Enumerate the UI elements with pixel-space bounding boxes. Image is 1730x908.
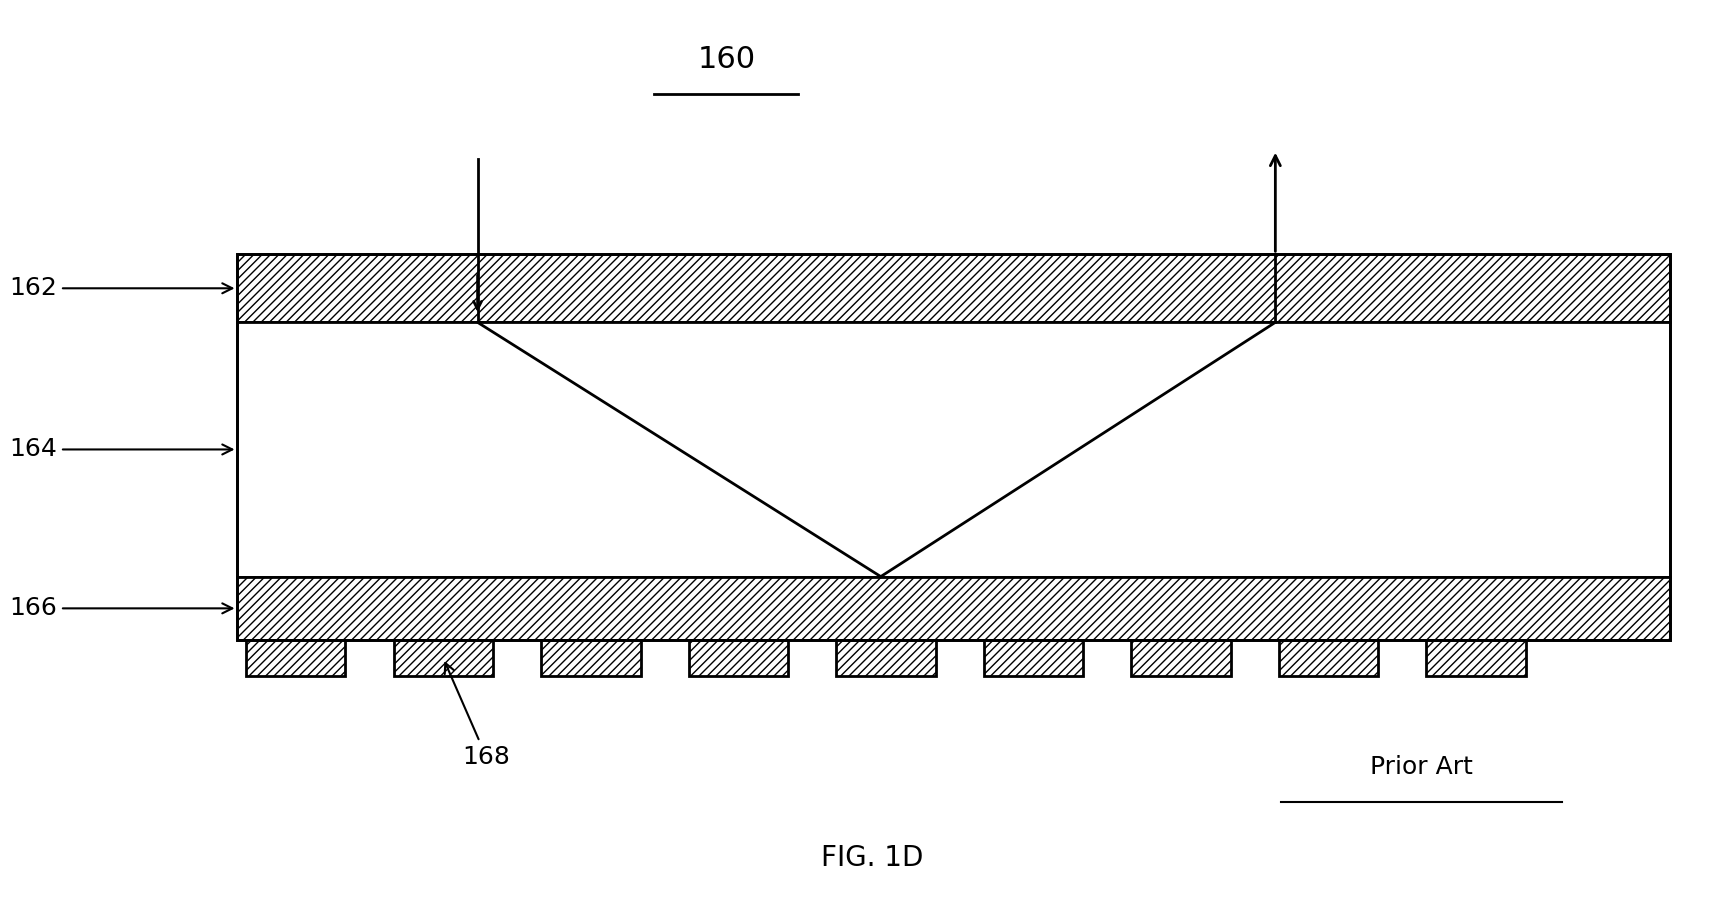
- Text: 166: 166: [9, 597, 232, 620]
- Bar: [1278, 640, 1379, 676]
- Bar: [237, 254, 1669, 640]
- Bar: [1278, 640, 1379, 676]
- Bar: [836, 640, 936, 676]
- Bar: [237, 322, 1669, 577]
- Text: FIG. 1D: FIG. 1D: [822, 844, 924, 872]
- Bar: [689, 640, 789, 676]
- Bar: [984, 640, 1083, 676]
- Bar: [1426, 640, 1526, 676]
- Bar: [1131, 640, 1230, 676]
- Bar: [393, 640, 493, 676]
- Bar: [541, 640, 640, 676]
- Text: 164: 164: [9, 438, 232, 461]
- Bar: [237, 254, 1669, 322]
- Bar: [246, 640, 346, 676]
- Bar: [237, 254, 1669, 322]
- Bar: [237, 577, 1669, 640]
- Bar: [237, 577, 1669, 640]
- Text: Prior Art: Prior Art: [1370, 755, 1472, 779]
- Bar: [836, 640, 936, 676]
- Text: 162: 162: [9, 276, 232, 301]
- Text: 168: 168: [445, 663, 510, 768]
- Bar: [246, 640, 346, 676]
- Bar: [689, 640, 789, 676]
- Bar: [984, 640, 1083, 676]
- Bar: [541, 640, 640, 676]
- Bar: [393, 640, 493, 676]
- Bar: [1131, 640, 1230, 676]
- Text: 160: 160: [697, 44, 756, 74]
- Bar: [1426, 640, 1526, 676]
